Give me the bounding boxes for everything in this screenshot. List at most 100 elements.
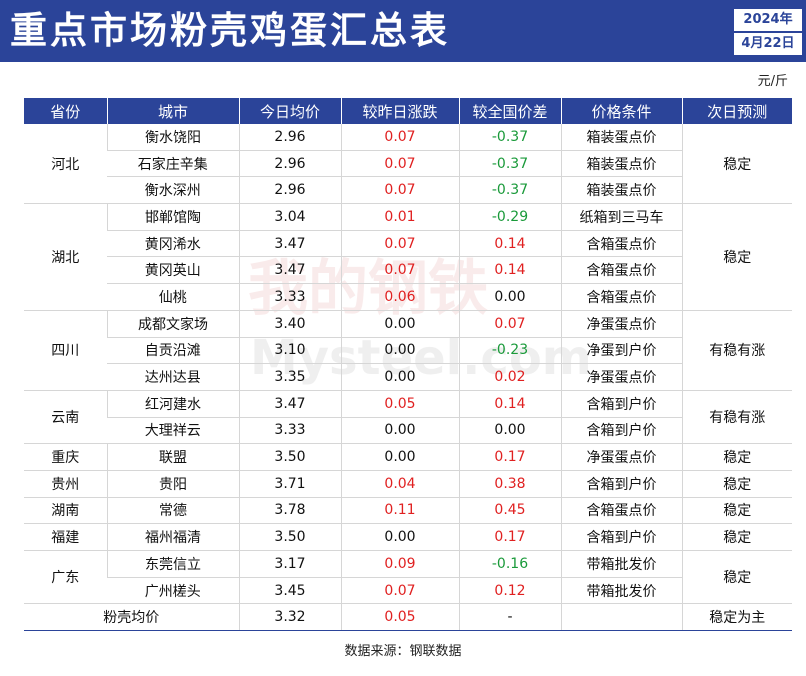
condition-cell: 含箱到户价	[560, 390, 682, 418]
city-cell: 仙桃	[107, 283, 239, 311]
average-diff: -	[458, 603, 561, 632]
table-row: 重庆 联盟 3.50 0.00 0.17 净蛋蛋点价 稳定	[24, 443, 792, 471]
change-cell: 0.01	[340, 203, 459, 231]
condition-cell: 含箱到户价	[560, 523, 682, 551]
price-table: 省份 城市 今日均价 较昨日涨跌 较全国价差 价格条件 次日预测 河北 衡水饶阳 2…	[24, 98, 792, 632]
forecast-cell: 有稳有涨	[681, 390, 792, 445]
price-cell: 2.96	[238, 150, 341, 178]
forecast-cell: 稳定	[681, 124, 792, 205]
city-cell: 福州福清	[106, 523, 239, 551]
diff-cell: 0.17	[458, 523, 561, 551]
table-body: 河北 衡水饶阳 2.96 0.07 -0.37 箱装蛋点价 稳定 石家庄辛集 2.96 0.07-…	[24, 124, 792, 632]
col-header-forecast: 次日预测	[681, 98, 792, 124]
diff-cell: 0.14	[458, 230, 561, 258]
change-cell: 0.07	[340, 176, 459, 205]
condition-cell: 带箱批发价	[560, 550, 682, 578]
forecast-cell: 稳定	[681, 497, 792, 525]
col-header-province: 省份	[24, 98, 107, 124]
price-cell: 3.40	[238, 310, 341, 338]
table-row: 四川 成都文家场 3.40 0.00 0.07 净蛋蛋点价 有稳有涨	[24, 310, 792, 391]
table-row: 石家庄辛集 2.96 0.07 -0.37 箱装蛋点价	[24, 150, 792, 178]
condition-cell: 纸箱到三马车	[560, 203, 682, 231]
condition-cell: 含箱蛋点价	[560, 230, 682, 258]
condition-cell: 箱装蛋点价	[560, 150, 682, 178]
col-header-condition: 价格条件	[560, 98, 682, 124]
change-cell: 0.07	[340, 124, 459, 151]
table-row: 黄冈英山 3.47 0.07 0.14 含箱蛋点价	[24, 256, 792, 285]
table-row: 福建 福州福清 3.50 0.00 0.17 含箱到户价 稳定	[24, 523, 792, 551]
forecast-cell: 稳定	[681, 443, 792, 471]
source-note: 数据来源：钢联数据	[344, 644, 462, 659]
table-row: 湖北 邯郸馆陶 3.04 0.01 -0.29 纸箱到三马车 稳定	[24, 203, 792, 311]
forecast-cell: 稳定	[681, 203, 792, 311]
table-row: 广州槎头 3.45 0.07 0.12 带箱批发价	[24, 577, 792, 605]
city-cell: 自贡沿滩	[107, 337, 239, 365]
average-price: 3.32	[238, 603, 341, 632]
diff-cell: 0.07	[458, 310, 561, 338]
city-cell: 红河建水	[106, 390, 239, 418]
price-cell: 3.33	[238, 417, 341, 445]
average-row: 粉壳均价 3.32 0.05- 稳定为主	[24, 603, 792, 632]
change-cell: 0.04	[340, 470, 459, 498]
price-cell: 3.47	[238, 256, 341, 285]
table-row: 黄冈浠水 3.47 0.07 0.14 含箱蛋点价	[24, 230, 792, 258]
diff-cell: 0.12	[458, 577, 561, 605]
condition-cell: 含箱蛋点价	[560, 497, 682, 525]
average-change: 0.05	[340, 603, 459, 632]
change-cell: 0.00	[340, 310, 459, 338]
change-cell: 0.07	[340, 230, 459, 258]
diff-cell: -0.16	[458, 550, 561, 578]
forecast-cell: 有稳有涨	[681, 310, 792, 391]
table-row: 广东 东莞信立 3.17 0.09 -0.16 带箱批发价 稳定	[24, 550, 792, 605]
diff-cell: 0.17	[458, 443, 561, 471]
price-cell: 3.45	[238, 577, 341, 605]
average-condition	[560, 603, 682, 632]
price-cell: 3.78	[238, 497, 341, 525]
col-header-change: 较昨日涨跌	[340, 98, 459, 124]
city-cell: 黄冈浠水	[107, 230, 239, 258]
col-header-city: 城市	[106, 98, 239, 124]
diff-cell: 0.45	[458, 497, 561, 525]
change-cell: 0.06	[340, 283, 459, 311]
average-forecast: 稳定为主	[681, 603, 792, 632]
condition-cell: 箱装蛋点价	[560, 176, 682, 205]
condition-cell: 箱装蛋点价	[560, 124, 682, 151]
diff-cell: 0.38	[458, 470, 561, 498]
diff-cell: -0.37	[458, 150, 561, 178]
forecast-cell: 稳定	[681, 523, 792, 551]
change-cell: 0.07	[340, 150, 459, 178]
unit-label: 元/斤	[757, 74, 788, 89]
diff-cell: -0.37	[458, 124, 561, 151]
table-row: 云南 红河建水 3.47 0.05 0.14 含箱到户价 有稳有涨	[24, 390, 792, 445]
city-cell: 东莞信立	[106, 550, 239, 578]
year-badge: 2024年	[734, 9, 802, 31]
city-cell: 成都文家场	[106, 310, 239, 338]
price-cell: 3.33	[238, 283, 341, 311]
change-cell: 0.00	[340, 443, 459, 471]
diff-cell: -0.23	[458, 337, 561, 365]
price-cell: 3.47	[238, 390, 341, 418]
city-cell: 常德	[106, 497, 239, 525]
table-row: 贵州 贵阳 3.71 0.04 0.38 含箱到户价 稳定	[24, 470, 792, 498]
average-label: 粉壳均价	[24, 603, 239, 632]
diff-cell: 0.14	[458, 390, 561, 418]
title-banner: 重点市场粉壳鸡蛋汇总表 2024年 4月22日	[0, 0, 806, 62]
diff-cell: 0.02	[458, 363, 561, 391]
diff-cell: 0.00	[458, 417, 561, 445]
change-cell: 0.00	[340, 337, 459, 365]
price-cell: 3.50	[238, 523, 341, 551]
province-cell: 河北	[24, 124, 107, 205]
diff-cell: -0.37	[458, 176, 561, 205]
forecast-cell: 稳定	[681, 550, 792, 605]
table-row: 河北 衡水饶阳 2.96 0.07 -0.37 箱装蛋点价 稳定	[24, 124, 792, 205]
condition-cell: 含箱蛋点价	[560, 256, 682, 285]
province-cell: 重庆	[24, 443, 107, 471]
change-cell: 0.07	[340, 577, 459, 605]
province-cell: 福建	[24, 523, 107, 551]
price-cell: 3.35	[238, 363, 341, 391]
table-row: 达州达县 3.35 0.00 0.02 净蛋蛋点价	[24, 363, 792, 391]
city-cell: 石家庄辛集	[107, 150, 239, 178]
city-cell: 衡水饶阳	[106, 124, 239, 151]
price-cell: 2.96	[238, 124, 341, 151]
condition-cell: 含箱到户价	[560, 417, 682, 445]
